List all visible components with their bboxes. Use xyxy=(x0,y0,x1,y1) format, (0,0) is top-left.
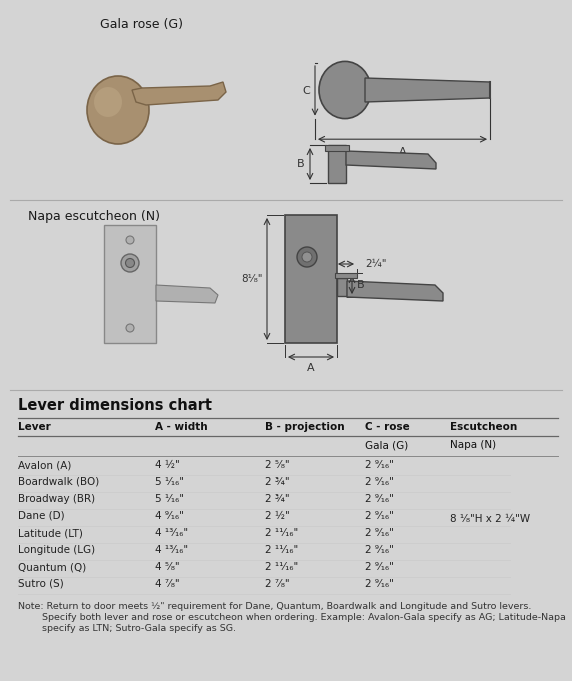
Text: A: A xyxy=(399,147,406,157)
Text: 5 ¹⁄₁₆": 5 ¹⁄₁₆" xyxy=(155,477,184,487)
Text: 2 ⁹⁄₁₆": 2 ⁹⁄₁₆" xyxy=(365,494,394,504)
Text: C: C xyxy=(302,86,310,96)
Text: Lever dimensions chart: Lever dimensions chart xyxy=(18,398,212,413)
Text: 2 ⁷⁄₈": 2 ⁷⁄₈" xyxy=(265,579,289,589)
FancyBboxPatch shape xyxy=(325,145,349,151)
Text: 4 ⁹⁄₁₆": 4 ⁹⁄₁₆" xyxy=(155,511,184,521)
Text: Sutro (S): Sutro (S) xyxy=(18,579,63,589)
Text: 4 ¹³⁄₁₆": 4 ¹³⁄₁₆" xyxy=(155,545,188,555)
Circle shape xyxy=(121,254,139,272)
Text: Napa escutcheon (N): Napa escutcheon (N) xyxy=(28,210,160,223)
FancyBboxPatch shape xyxy=(104,225,156,343)
Text: Dane (D): Dane (D) xyxy=(18,511,65,521)
Text: 2 ⁹⁄₁₆": 2 ⁹⁄₁₆" xyxy=(365,562,394,572)
Text: 5 ¹⁄₁₆": 5 ¹⁄₁₆" xyxy=(155,494,184,504)
Text: 8¹⁄₈": 8¹⁄₈" xyxy=(241,274,263,284)
Text: 8 ¹⁄₈"H x 2 ¼"W: 8 ¹⁄₈"H x 2 ¼"W xyxy=(450,513,530,524)
Circle shape xyxy=(126,236,134,244)
Ellipse shape xyxy=(87,76,149,144)
Polygon shape xyxy=(347,281,443,301)
FancyBboxPatch shape xyxy=(337,278,347,296)
Text: 2 ¹¹⁄₁₆": 2 ¹¹⁄₁₆" xyxy=(265,562,298,572)
Text: Boardwalk (BO): Boardwalk (BO) xyxy=(18,477,100,487)
Text: Note: Return to door meets ½" requirement for Dane, Quantum, Boardwalk and Longi: Note: Return to door meets ½" requiremen… xyxy=(18,602,531,611)
Text: B: B xyxy=(357,280,364,290)
FancyBboxPatch shape xyxy=(335,273,357,278)
Text: 2 ⁹⁄₁₆": 2 ⁹⁄₁₆" xyxy=(365,477,394,487)
Polygon shape xyxy=(365,78,490,102)
Ellipse shape xyxy=(319,61,371,118)
Text: Broadway (BR): Broadway (BR) xyxy=(18,494,95,504)
Text: 2 ⁹⁄₁₆": 2 ⁹⁄₁₆" xyxy=(365,545,394,555)
FancyBboxPatch shape xyxy=(285,215,337,343)
Text: A - width: A - width xyxy=(155,422,208,432)
Circle shape xyxy=(297,247,317,267)
Text: Longitude (LG): Longitude (LG) xyxy=(18,545,95,555)
Polygon shape xyxy=(156,285,218,303)
Text: 2 ⁵⁄₈": 2 ⁵⁄₈" xyxy=(265,460,289,470)
Text: 4 ½": 4 ½" xyxy=(155,460,180,470)
Text: 2 ⁹⁄₁₆": 2 ⁹⁄₁₆" xyxy=(365,528,394,538)
Text: 2 ⁹⁄₁₆": 2 ⁹⁄₁₆" xyxy=(365,579,394,589)
Circle shape xyxy=(126,324,134,332)
Text: 2 ¹¹⁄₁₆": 2 ¹¹⁄₁₆" xyxy=(265,545,298,555)
Circle shape xyxy=(302,252,312,262)
Circle shape xyxy=(125,259,134,268)
Text: Napa (N): Napa (N) xyxy=(450,440,496,450)
Text: Gala rose (G): Gala rose (G) xyxy=(100,18,183,31)
Text: 2 ½": 2 ½" xyxy=(265,511,290,521)
Text: Lever: Lever xyxy=(18,422,51,432)
Text: 4 ⁵⁄₈": 4 ⁵⁄₈" xyxy=(155,562,180,572)
Text: 2 ¾": 2 ¾" xyxy=(265,494,289,504)
Text: Specify both lever and rose or escutcheon when ordering. Example: Avalon-Gala sp: Specify both lever and rose or escutcheo… xyxy=(18,613,566,622)
Text: specify as LTN; Sutro-Gala specify as SG.: specify as LTN; Sutro-Gala specify as SG… xyxy=(18,624,236,633)
Text: Latitude (LT): Latitude (LT) xyxy=(18,528,83,538)
Text: A: A xyxy=(307,363,315,373)
Text: B: B xyxy=(297,159,305,169)
Text: 2 ¾": 2 ¾" xyxy=(265,477,289,487)
Text: Gala (G): Gala (G) xyxy=(365,440,408,450)
Text: 2¼": 2¼" xyxy=(365,259,387,269)
Polygon shape xyxy=(132,82,226,105)
Text: Quantum (Q): Quantum (Q) xyxy=(18,562,86,572)
Text: Escutcheon: Escutcheon xyxy=(450,422,517,432)
Text: 4 ⁷⁄₈": 4 ⁷⁄₈" xyxy=(155,579,180,589)
Polygon shape xyxy=(346,151,436,169)
Text: C - rose: C - rose xyxy=(365,422,410,432)
Text: Avalon (A): Avalon (A) xyxy=(18,460,72,470)
Text: 2 ⁹⁄₁₆": 2 ⁹⁄₁₆" xyxy=(365,460,394,470)
FancyBboxPatch shape xyxy=(328,145,346,183)
Text: 2 ¹¹⁄₁₆": 2 ¹¹⁄₁₆" xyxy=(265,528,298,538)
Text: 4 ¹³⁄₁₆": 4 ¹³⁄₁₆" xyxy=(155,528,188,538)
Text: B - projection: B - projection xyxy=(265,422,344,432)
Text: 2 ⁹⁄₁₆": 2 ⁹⁄₁₆" xyxy=(365,511,394,521)
Ellipse shape xyxy=(94,87,122,117)
